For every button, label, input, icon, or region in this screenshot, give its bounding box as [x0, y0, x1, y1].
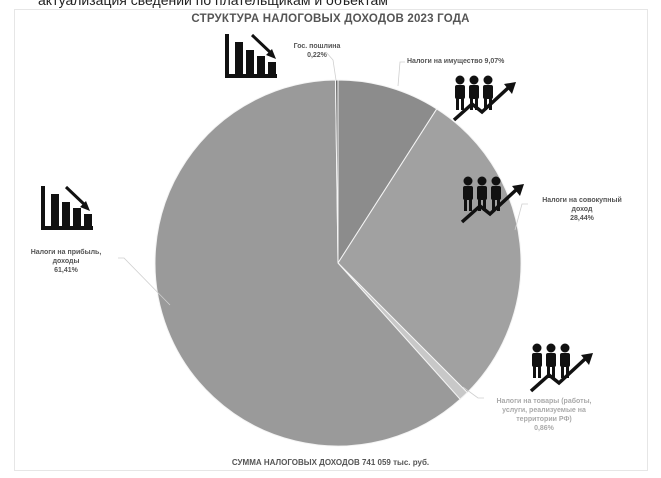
slice-label-property-line1: Налоги на имущество 9,07% — [407, 58, 505, 65]
pie-slice-property — [337, 79, 438, 265]
people-growth-icon — [460, 176, 524, 224]
leader-lines — [118, 51, 528, 399]
slice-label-aggregate-value: 28,44% — [570, 215, 594, 222]
slice-label-duty: Гос. пошлина 0,22% — [282, 42, 352, 60]
slice-label-profit-line2: доходы — [52, 258, 80, 265]
leader-line-aggregate — [514, 203, 528, 231]
slice-label-profit-line1: Налоги на прибыль, — [30, 249, 102, 256]
slice-label-duty-value: 0,22% — [307, 52, 327, 59]
leader-line-duty — [325, 51, 337, 81]
slice-label-goods-line3: территории РФ) — [516, 416, 572, 423]
chart-footer-total: СУММА НАЛОГОВЫХ ДОХОДОВ 741 059 тыс. руб… — [231, 458, 430, 467]
people-growth-icon — [529, 343, 593, 393]
pie-slice-aggregate-income — [337, 108, 522, 394]
bar-chart-down-icon — [41, 185, 93, 230]
previous-text: актуализация сведений по плательщикам и … — [38, 0, 388, 8]
previous-text-fragment: актуализация сведений по плательщикам и … — [0, 0, 661, 9]
slice-label-goods-value: 0,86% — [534, 425, 554, 432]
bar-chart-down-icon — [225, 33, 277, 78]
slice-label-aggregate-line2: доход — [571, 206, 593, 213]
pie-slice-profit — [154, 79, 461, 447]
slice-label-duty-line1: Гос. пошлина — [293, 43, 341, 50]
pie-slice-state-duty — [334, 79, 339, 264]
slice-label-aggregate: Налоги на совокупный доход 28,44% — [527, 196, 637, 223]
slice-label-property: Налоги на имущество 9,07% — [407, 57, 504, 66]
people-growth-icon — [452, 75, 516, 122]
leader-line-profit — [118, 257, 171, 306]
slice-label-aggregate-line1: Налоги на совокупный — [542, 197, 622, 204]
slice-label-goods-line1: Налоги на товары (работы, — [496, 398, 592, 405]
leader-line-goods — [462, 386, 484, 399]
slice-label-profit-value: 61,41% — [54, 267, 78, 274]
chart-title: СТРУКТУРА НАЛОГОВЫХ ДОХОДОВ 2023 ГОДА — [191, 13, 470, 25]
leader-line-property — [397, 61, 405, 87]
pie-slices — [154, 79, 522, 447]
slice-label-goods: Налоги на товары (работы, услуги, реализ… — [463, 397, 625, 433]
slice-label-profit: Налоги на прибыль, доходы 61,41% — [18, 248, 114, 275]
slice-label-goods-line2: услуги, реализуемые на — [502, 407, 586, 414]
